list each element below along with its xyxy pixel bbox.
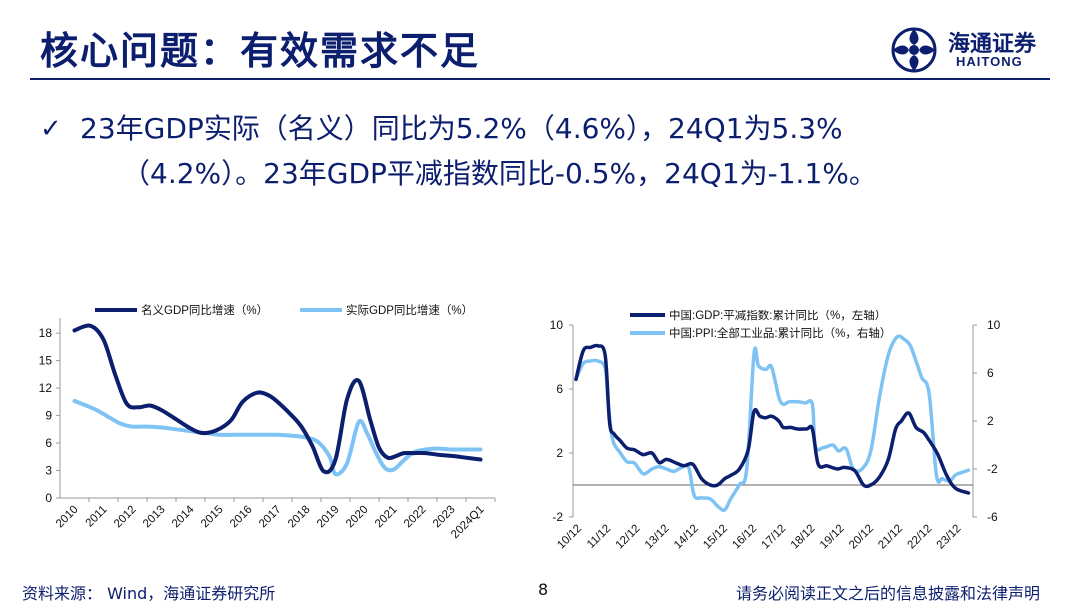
- haitong-logo: 海通证券 HAITONG: [890, 26, 1050, 76]
- series-line-ppi: [574, 334, 971, 513]
- series-line-real-gdp: [72, 398, 483, 477]
- legend-label: 中国:PPI:全部工业品:累计同比（%，右轴）: [669, 326, 891, 340]
- x-tick-label: 12/12: [614, 523, 643, 552]
- x-tick-label: 15/12: [701, 523, 730, 552]
- legend-label: 实际GDP同比增速（%）: [346, 303, 473, 317]
- y-tick-label: 3: [45, 464, 52, 478]
- x-tick-label: 2019: [315, 504, 342, 531]
- x-tick-label: 2024Q1: [449, 504, 486, 541]
- x-tick-label: 2012: [112, 504, 139, 531]
- x-tick-label: 19/12: [818, 523, 847, 552]
- left-tick-label: 6: [556, 382, 563, 396]
- legend-label: 名义GDP同比增速（%）: [141, 303, 268, 317]
- logo-chinese-name: 海通证券: [948, 31, 1037, 57]
- series-line-gdp-deflator: [574, 343, 971, 495]
- x-tick-label: 23/12: [935, 523, 964, 552]
- haitong-logo-icon: [891, 27, 937, 73]
- y-tick-label: 0: [45, 491, 52, 505]
- x-tick-label: 14/12: [672, 523, 701, 552]
- x-tick-label: 10/12: [555, 523, 584, 552]
- x-tick-label: 22/12: [906, 523, 935, 552]
- left-tick-label: -2: [552, 510, 563, 524]
- page-number: 8: [538, 580, 549, 599]
- x-tick-label: 2018: [286, 504, 313, 531]
- x-tick-label: 2015: [199, 504, 226, 531]
- x-tick-label: 2011: [84, 504, 110, 530]
- x-tick-label: 16/12: [730, 523, 759, 552]
- x-tick-label: 2020: [344, 504, 371, 531]
- footer-disclaimer: 请务必阅读正文之后的信息披露和法律声明: [736, 584, 1041, 603]
- x-tick-label: 2013: [141, 504, 168, 531]
- x-tick-label: 2017: [257, 504, 284, 531]
- y-tick-label: 12: [39, 381, 53, 395]
- right-tick-label: 10: [987, 318, 1001, 332]
- x-tick-label: 21/12: [876, 523, 905, 552]
- footer-source: 资料来源： Wind，海通证券研究所: [22, 584, 276, 603]
- right-tick-label: 2: [987, 414, 994, 428]
- y-tick-label: 15: [39, 354, 53, 368]
- x-tick-label: 2016: [228, 504, 255, 531]
- key-point-line-1: 23年GDP实际（名义）同比为5.2%（4.6%），24Q1为5.3%: [80, 112, 843, 145]
- x-tick-label: 2022: [402, 504, 429, 531]
- y-tick-label: 18: [39, 326, 53, 340]
- x-tick-label: 13/12: [643, 523, 672, 552]
- left-tick-label: 2: [556, 446, 563, 460]
- x-tick-label: 17/12: [760, 523, 789, 552]
- right-tick-label: 6: [987, 366, 994, 380]
- key-point-line-2: （4.2%）。23年GDP平减指数同比-0.5%，24Q1为-1.1%。: [122, 157, 877, 190]
- x-tick-label: 2021: [373, 504, 400, 531]
- x-tick-label: 20/12: [847, 523, 876, 552]
- left-tick-label: 10: [550, 318, 564, 332]
- y-tick-label: 6: [45, 436, 52, 450]
- page-title: 核心问题：有效需求不足: [40, 28, 481, 73]
- legend-label: 中国:GDP:平减指数:累计同比（%，左轴）: [669, 310, 886, 322]
- x-tick-label: 2010: [54, 504, 81, 531]
- check-icon: ✓: [40, 114, 62, 144]
- x-tick-label: 2023: [431, 504, 458, 531]
- series-line-nominal-gdp: [72, 323, 483, 475]
- x-tick-label: 2014: [170, 503, 197, 530]
- x-tick-label: 18/12: [789, 523, 818, 552]
- x-tick-label: 11/12: [585, 523, 613, 551]
- right-tick-label: -2: [987, 462, 998, 476]
- right-tick-label: -6: [987, 510, 998, 524]
- logo-english-name: HAITONG: [956, 54, 1023, 69]
- title-divider: [30, 78, 1050, 80]
- y-tick-label: 9: [45, 409, 52, 423]
